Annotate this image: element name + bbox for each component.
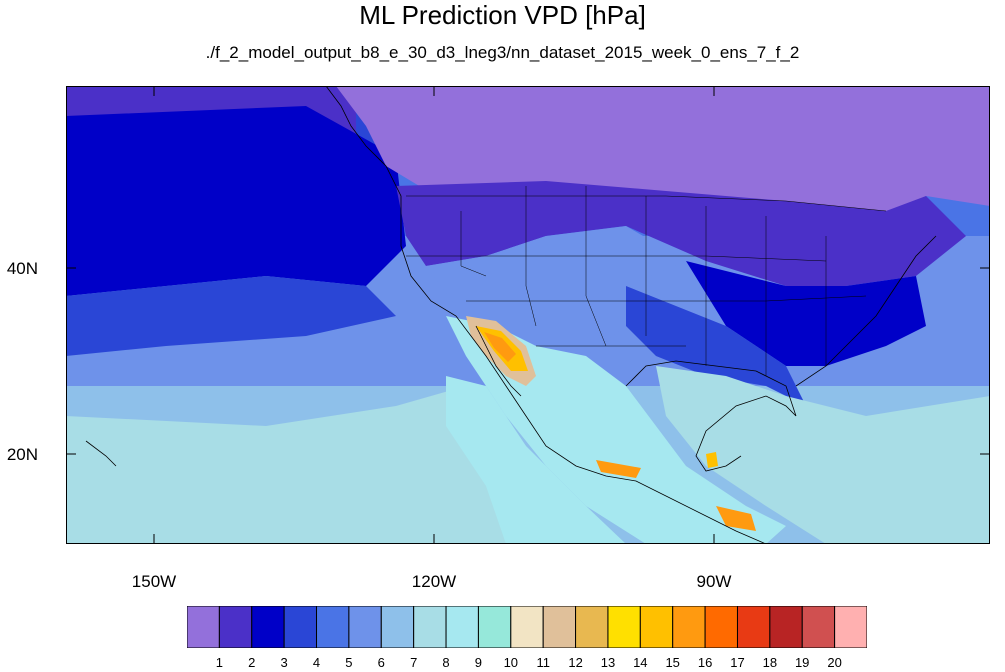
colorbar-label: 4 bbox=[312, 655, 321, 670]
colorbar-swatch bbox=[316, 605, 350, 649]
colorbar-label: 10 bbox=[503, 655, 519, 670]
colorbar-label: 18 bbox=[762, 655, 778, 670]
central-america-hot-spot bbox=[716, 506, 756, 531]
colorbar-swatch bbox=[477, 605, 512, 649]
colorbar-label: 1 bbox=[215, 655, 223, 670]
pacific-cyan-region bbox=[446, 376, 626, 544]
map-frame bbox=[66, 86, 990, 544]
usa-north-region bbox=[396, 181, 966, 286]
map-title: ML Prediction VPD [hPa] bbox=[359, 0, 646, 30]
baja-core-region bbox=[484, 332, 516, 362]
axis-ticks bbox=[66, 86, 990, 544]
colorbar-label: 11 bbox=[536, 655, 550, 670]
vpd-map bbox=[66, 86, 990, 544]
colorbar-swatch bbox=[834, 605, 868, 649]
colorbar-label: 5 bbox=[345, 655, 353, 670]
gulf-region bbox=[656, 366, 990, 544]
colorbar-swatch bbox=[736, 605, 771, 649]
colorbar-label: 13 bbox=[600, 655, 616, 670]
colorbar-swatch bbox=[186, 605, 220, 649]
colorbar-swatch bbox=[607, 605, 641, 649]
colorbar-label: 3 bbox=[280, 655, 288, 670]
colorbar-swatch bbox=[413, 605, 447, 649]
south-mexico-hot-spot bbox=[596, 460, 641, 478]
colorbar-swatch bbox=[575, 605, 609, 649]
lat-tick-20n: 20N bbox=[6, 445, 38, 464]
colorbar-label: 12 bbox=[568, 655, 583, 670]
lon-tick-150w: 150W bbox=[131, 572, 177, 591]
colorbar-label: 15 bbox=[665, 655, 680, 670]
colorbar-swatch bbox=[251, 605, 285, 649]
colorbar-swatch bbox=[348, 605, 382, 649]
pacific-dark-region bbox=[66, 106, 406, 296]
colorbar-swatch bbox=[769, 605, 803, 649]
colorbar-swatch bbox=[283, 605, 318, 649]
colorbar-swatch bbox=[510, 605, 544, 649]
colorbar-label: 2 bbox=[248, 655, 256, 670]
colorbar-swatch bbox=[218, 605, 253, 649]
usa-east-region bbox=[686, 261, 926, 366]
pacific-light-region bbox=[66, 386, 546, 544]
colorbar-swatch bbox=[672, 605, 706, 649]
colorbar bbox=[186, 605, 868, 649]
colorbar-swatch bbox=[639, 605, 674, 649]
colorbar-swatch bbox=[542, 605, 577, 649]
colorbar-swatch bbox=[380, 605, 415, 649]
lat-tick-40n: 40N bbox=[6, 259, 38, 278]
lon-tick-90w: 90W bbox=[696, 572, 732, 591]
colorbar-label: 16 bbox=[697, 655, 713, 670]
colorbar-label: 8 bbox=[442, 655, 450, 670]
colorbar-label: 17 bbox=[730, 655, 745, 670]
yucatan-hot-spot bbox=[706, 452, 718, 468]
colorbar-label: 7 bbox=[410, 655, 418, 670]
map-subtitle: ./f_2_model_output_b8_e_30_d3_lneg3/nn_d… bbox=[205, 43, 800, 62]
colorbar-label: 9 bbox=[474, 655, 482, 670]
colorbar-swatch bbox=[704, 605, 738, 649]
colorbar-swatch bbox=[445, 605, 479, 649]
colorbar-swatch bbox=[801, 605, 836, 649]
colorbar-label: 19 bbox=[794, 655, 810, 670]
lon-tick-120w: 120W bbox=[411, 572, 457, 591]
usa-southeast-region bbox=[626, 286, 806, 406]
colorbar-label: 14 bbox=[633, 655, 648, 670]
colorbar-label: 20 bbox=[827, 655, 842, 670]
colorbar-label: 6 bbox=[377, 655, 385, 670]
state-borders bbox=[406, 186, 887, 376]
pacific-mid-region bbox=[66, 276, 396, 356]
